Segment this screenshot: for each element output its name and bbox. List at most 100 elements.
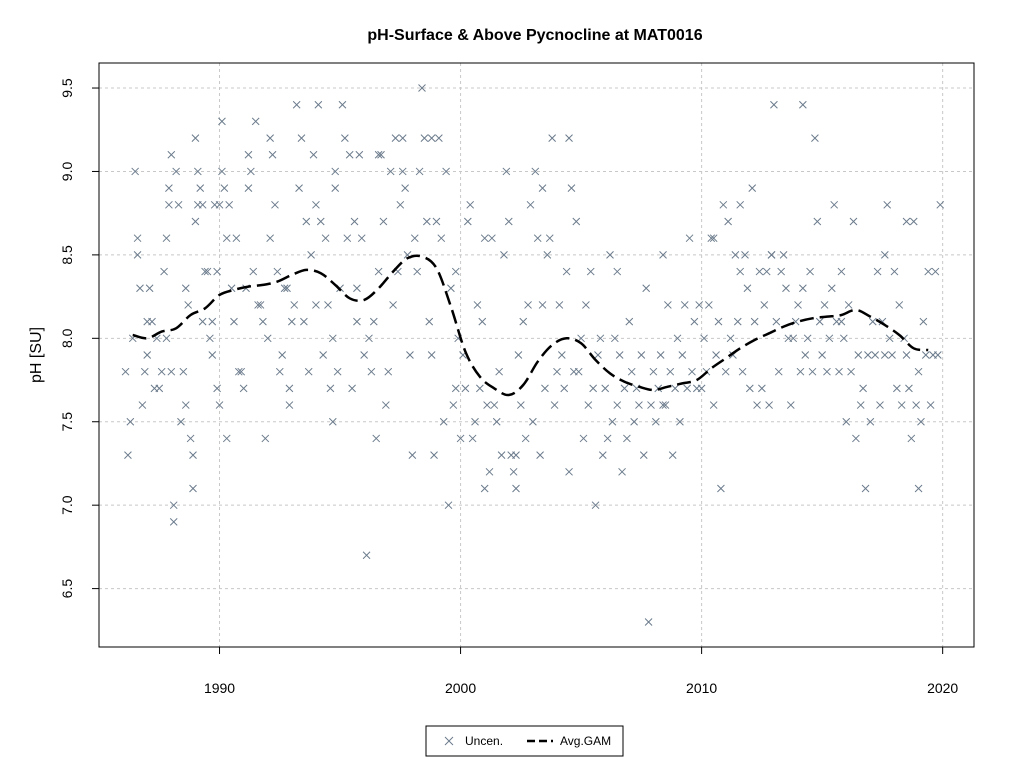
data-point <box>208 351 217 359</box>
data-point <box>830 200 839 209</box>
data-point <box>606 251 614 259</box>
data-point <box>796 367 805 376</box>
data-point-stroke <box>714 317 723 326</box>
data-point-stroke <box>133 234 142 243</box>
data-point-stroke <box>126 417 135 426</box>
data-point-stroke <box>442 167 450 176</box>
data-point-stroke <box>239 384 248 393</box>
data-point-stroke <box>189 451 197 459</box>
data-point-stroke <box>644 618 653 626</box>
data-point-stroke <box>594 351 602 359</box>
data-point-stroke <box>635 401 643 409</box>
data-point-stroke <box>883 200 892 209</box>
data-point <box>724 217 732 226</box>
data-point-stroke <box>717 484 725 493</box>
data-point-stroke <box>830 200 839 209</box>
data-point <box>644 618 653 626</box>
data-point-stroke <box>509 467 518 476</box>
data-point-stroke <box>468 434 477 443</box>
data-point <box>196 184 205 192</box>
data-point-stroke <box>476 384 484 393</box>
data-point <box>206 334 214 343</box>
data-point <box>700 334 708 343</box>
data-point <box>748 184 757 192</box>
data-point-stroke <box>589 384 597 393</box>
data-point-stroke <box>849 217 858 226</box>
data-point <box>823 367 831 376</box>
data-point <box>509 467 518 476</box>
data-point <box>167 150 176 159</box>
data-point-stroke <box>145 284 154 293</box>
data-point <box>613 401 622 409</box>
data-point <box>177 417 185 426</box>
data-point <box>444 501 453 510</box>
data-point <box>208 317 217 326</box>
data-point-stroke <box>533 234 542 243</box>
data-point-stroke <box>553 367 561 376</box>
y-tick-label: 8.5 <box>59 245 75 265</box>
data-point-stroke <box>895 301 904 309</box>
data-point <box>936 200 945 209</box>
data-point-stroke <box>398 167 407 176</box>
data-point <box>213 384 221 393</box>
data-point-stroke <box>878 317 887 326</box>
data-point-stroke <box>610 334 619 343</box>
data-point-stroke <box>189 484 197 493</box>
data-point <box>357 234 366 243</box>
data-point-stroke <box>389 301 397 309</box>
data-point-stroke <box>348 384 356 393</box>
data-point-stroke <box>360 351 369 359</box>
data-point <box>367 367 376 376</box>
data-point <box>837 267 846 276</box>
data-point <box>167 367 176 376</box>
data-point <box>591 501 600 510</box>
data-point <box>844 301 853 309</box>
data-point <box>490 401 499 409</box>
data-point-stroke <box>422 217 431 226</box>
data-point <box>856 401 865 409</box>
data-point <box>396 200 405 209</box>
data-point-stroke <box>772 317 781 326</box>
data-point <box>603 434 612 443</box>
data-point-stroke <box>866 417 875 426</box>
data-point-stroke <box>707 234 716 243</box>
data-point-stroke <box>191 134 200 142</box>
data-point <box>876 401 884 409</box>
data-point-stroke <box>287 317 296 326</box>
data-point <box>516 401 525 409</box>
data-point <box>355 150 364 159</box>
data-point <box>497 451 506 459</box>
data-point-stroke <box>193 167 202 176</box>
data-point <box>695 301 704 309</box>
data-point-stroke <box>625 317 634 326</box>
data-point <box>596 334 605 343</box>
data-point <box>345 150 354 159</box>
data-point <box>401 184 409 192</box>
data-point <box>326 384 335 393</box>
data-point <box>623 434 631 443</box>
data-point-stroke <box>782 284 790 293</box>
data-point <box>885 334 894 343</box>
data-point <box>683 384 692 393</box>
data-point-stroke <box>386 167 395 176</box>
data-point <box>432 217 441 226</box>
data-point <box>861 484 870 493</box>
data-point-stroke <box>427 351 436 359</box>
data-point-stroke <box>584 401 593 409</box>
data-point-stroke <box>649 367 658 376</box>
data-point <box>492 417 501 426</box>
data-point-stroke <box>353 284 361 293</box>
data-point <box>914 484 923 493</box>
data-point <box>215 401 224 409</box>
data-point-stroke <box>690 317 699 326</box>
data-point-stroke <box>572 217 581 226</box>
data-point-stroke <box>215 401 224 409</box>
data-point <box>473 301 482 309</box>
data-point <box>186 434 195 443</box>
x-tick-label: 2010 <box>686 680 717 696</box>
data-point <box>512 451 520 459</box>
data-point-stroke <box>912 401 921 409</box>
data-point <box>234 367 243 376</box>
data-point-stroke <box>398 134 407 142</box>
data-point-stroke <box>909 217 918 226</box>
